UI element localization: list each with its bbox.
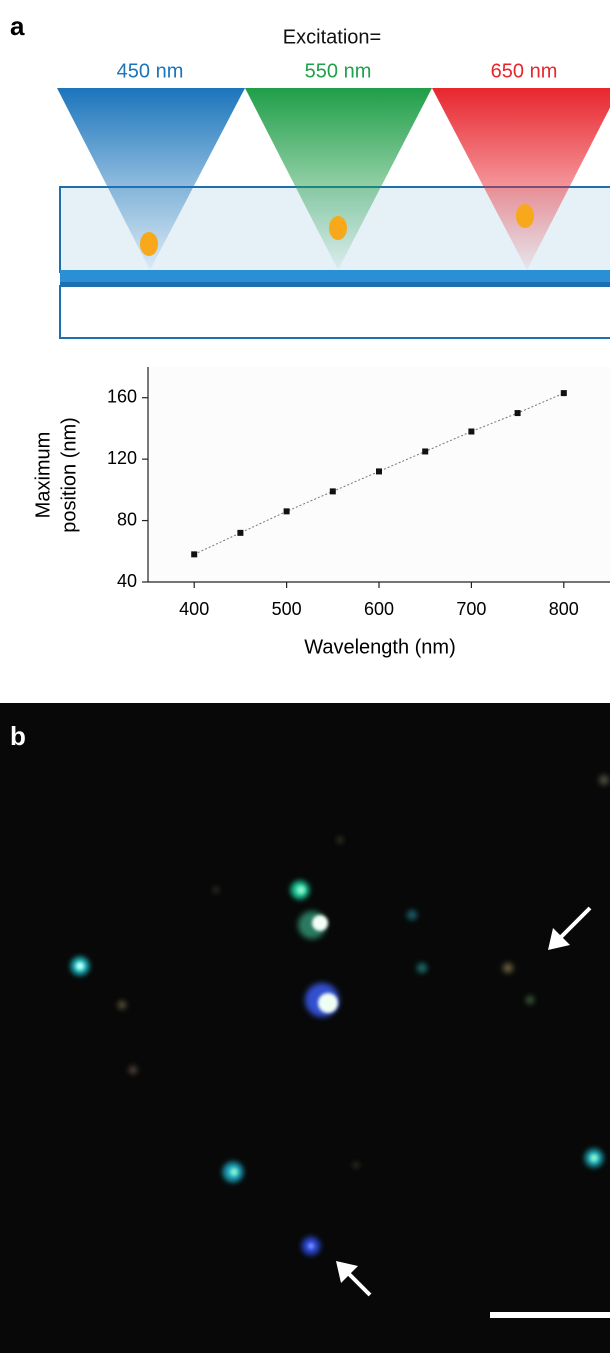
marker	[191, 551, 198, 558]
spot	[417, 963, 427, 973]
x-tick-label: 400	[179, 599, 209, 619]
marker	[560, 390, 567, 397]
panel-label: a	[10, 11, 25, 41]
beam	[432, 88, 610, 270]
beam	[57, 88, 245, 270]
x-axis-label: Wavelength (nm)	[304, 636, 456, 658]
spot	[213, 887, 219, 893]
particle	[329, 216, 347, 240]
y-tick-label: 80	[117, 509, 137, 529]
y-axis-label: Maximum	[32, 432, 54, 519]
arrow	[556, 906, 592, 942]
base-layer	[59, 285, 610, 339]
spot	[503, 963, 513, 973]
spot	[76, 962, 84, 970]
spot	[308, 1243, 314, 1249]
particle	[516, 204, 534, 228]
plot-area	[148, 367, 610, 582]
marker	[329, 488, 336, 495]
x-tick-label: 700	[456, 599, 486, 619]
arrow-head	[336, 1261, 358, 1283]
wavelength-label: 650 nm	[491, 60, 558, 82]
spot	[297, 886, 305, 894]
arrows	[336, 906, 592, 1297]
y-tick-label: 120	[107, 448, 137, 468]
particle	[140, 232, 158, 256]
scale-bar	[490, 1312, 610, 1318]
excitation-label: Excitation=	[283, 26, 381, 48]
marker	[237, 529, 244, 536]
spot-cores	[76, 886, 598, 1249]
arrow-head	[548, 928, 570, 950]
x-tick-label: 800	[549, 599, 579, 619]
arrow	[344, 1269, 372, 1297]
spot	[353, 1162, 359, 1168]
spot	[526, 996, 534, 1004]
y-axis-label: position (nm)	[58, 417, 80, 533]
spot	[599, 775, 609, 785]
spot	[407, 910, 417, 920]
substrate-strip	[60, 282, 610, 286]
marker	[468, 428, 475, 435]
spot	[230, 1168, 238, 1176]
panel-label: b	[10, 721, 26, 751]
micrograph	[0, 703, 610, 1353]
y-tick-label: 160	[107, 386, 137, 406]
marker	[514, 410, 521, 417]
spot	[337, 837, 343, 843]
chart: Wavelength (nm) Maximum position (nm) 40…	[32, 367, 610, 658]
wavelength-label: 450 nm	[117, 60, 184, 82]
marker	[283, 508, 290, 515]
substrate-strip	[60, 270, 610, 285]
marker	[422, 448, 429, 455]
spot	[318, 993, 338, 1013]
beam	[245, 88, 432, 270]
line	[193, 392, 564, 555]
spot	[312, 915, 328, 931]
wavelength-label: 550 nm	[305, 60, 372, 82]
marker	[376, 468, 382, 475]
spot	[129, 1066, 137, 1074]
y-tick-label: 40	[117, 571, 137, 591]
x-tick-label: 600	[364, 599, 394, 619]
spot	[590, 1154, 598, 1162]
x-tick-label: 500	[272, 599, 302, 619]
spot	[118, 1001, 126, 1009]
